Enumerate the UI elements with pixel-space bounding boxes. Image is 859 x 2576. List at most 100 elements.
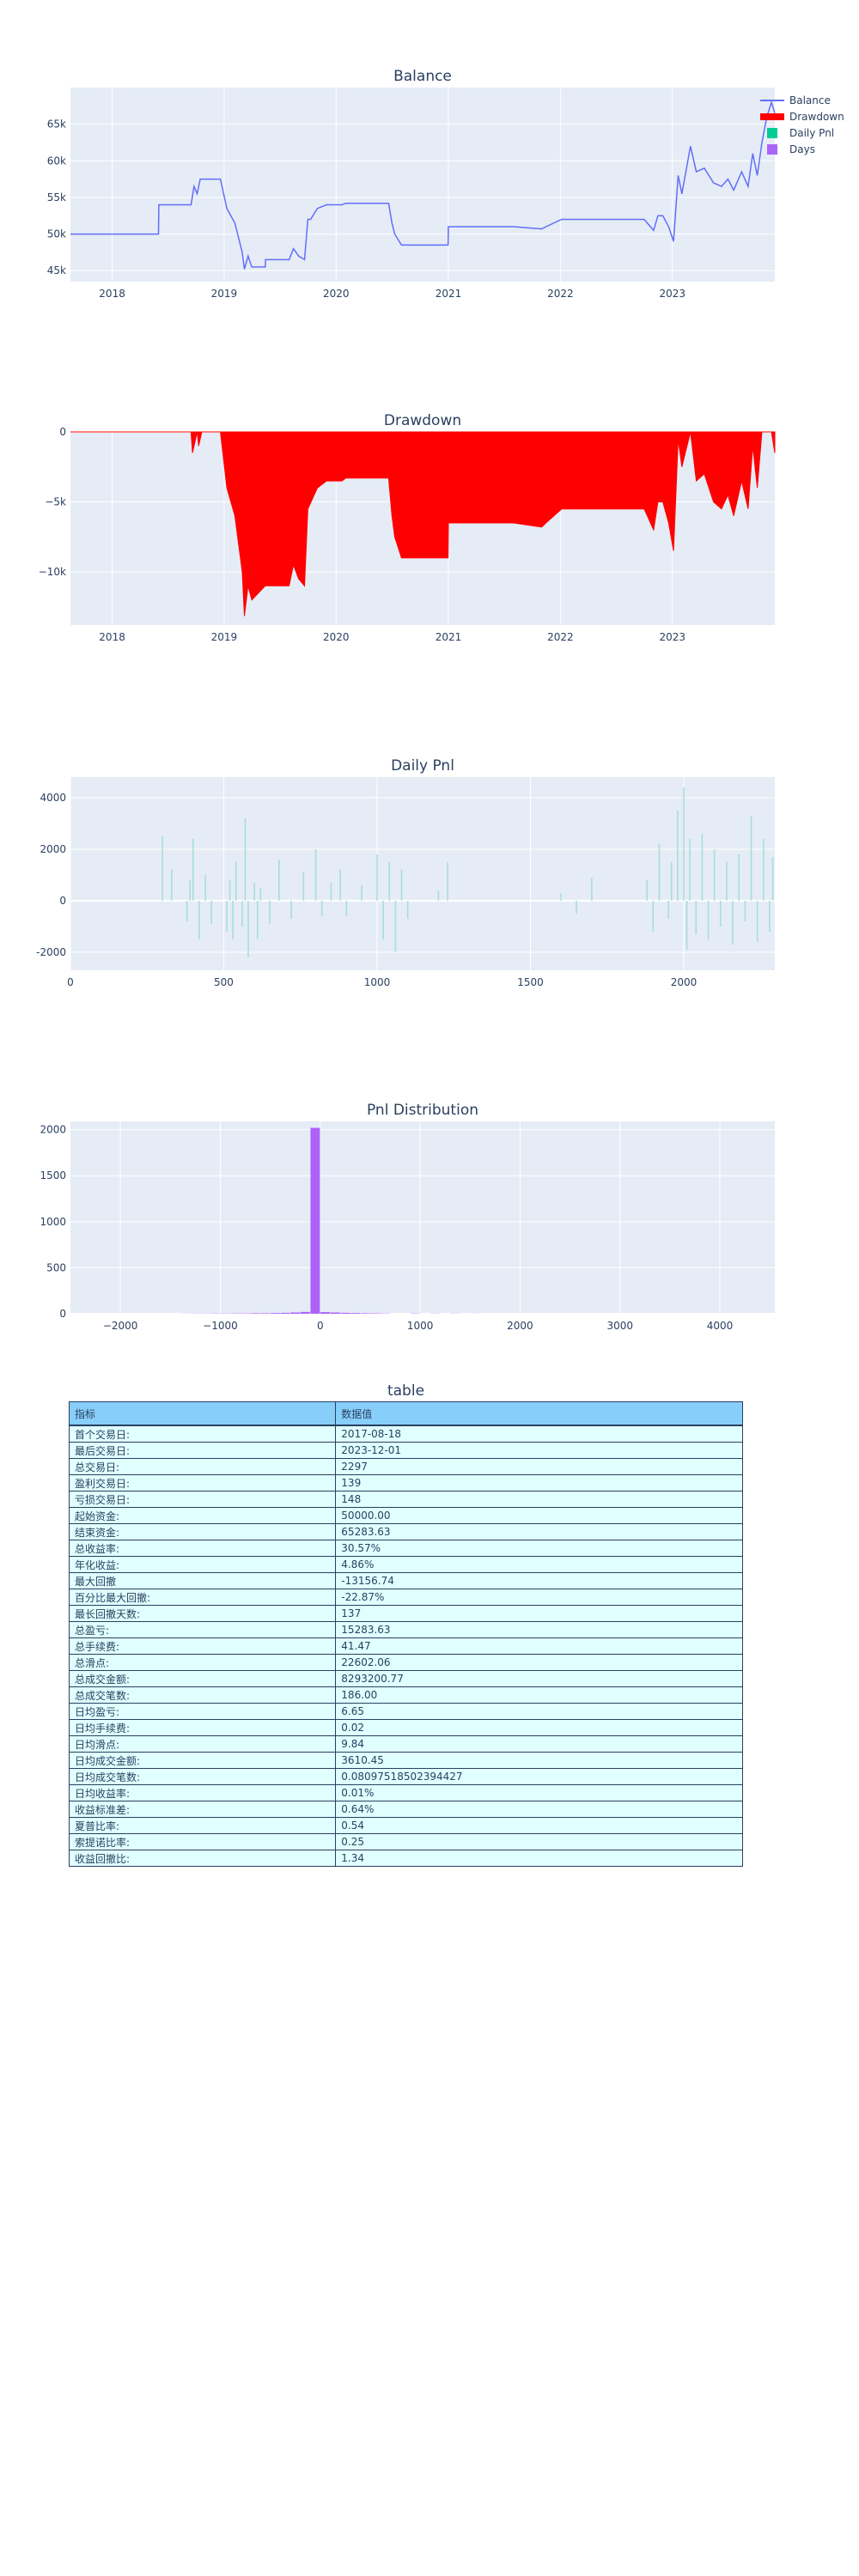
table-cell-value: 2017-08-18 xyxy=(335,1425,743,1443)
pnl-bar xyxy=(738,854,740,901)
y-tick-label: 1500 xyxy=(40,1170,66,1182)
histogram-bar xyxy=(310,1127,320,1314)
x-tick-label: 0 xyxy=(67,976,74,988)
pnl-bar xyxy=(447,862,448,901)
chart-title: Daily Pnl xyxy=(391,757,454,775)
y-tick-label: 2000 xyxy=(40,1124,66,1136)
pnl-bar xyxy=(277,860,280,901)
x-tick-label: 4000 xyxy=(707,1320,734,1332)
pnl-bar xyxy=(658,844,661,901)
table-row: 亏损交易日: 148 xyxy=(68,1491,743,1508)
legend-item-drawdown[interactable]: Drawdown xyxy=(760,108,844,125)
y-tick-label: 55k xyxy=(47,191,66,204)
histogram-bar xyxy=(260,1313,271,1314)
chart-title: Balance xyxy=(393,68,452,85)
table-row: 夏普比率: 0.54 xyxy=(68,1817,743,1834)
pnl-bar xyxy=(652,901,655,932)
pnl-bar xyxy=(750,816,752,901)
table-cell-metric: 总滑点: xyxy=(68,1654,337,1671)
table-cell-value: 137 xyxy=(335,1605,743,1622)
x-tick-label: 2020 xyxy=(323,288,350,300)
histogram-bar xyxy=(320,1312,331,1314)
x-tick-label: 1000 xyxy=(364,976,391,988)
y-tick-label: 0 xyxy=(59,1308,66,1320)
y-tick-label: 60k xyxy=(47,155,66,167)
table-cell-value: 3610.45 xyxy=(335,1752,743,1769)
pnl-bar xyxy=(576,901,577,914)
legend-item-days[interactable]: Days xyxy=(760,141,844,157)
table-row: 起始资金: 50000.00 xyxy=(68,1507,743,1524)
table-cell-metric: 索提诺比率: xyxy=(68,1833,337,1850)
pnl-bar xyxy=(226,901,228,932)
pnl-bar xyxy=(339,870,341,901)
table-cell-metric: 夏普比率: xyxy=(68,1817,337,1834)
pnl-bar xyxy=(256,901,259,939)
pnl-bar xyxy=(707,901,710,939)
table-cell-value: 22602.06 xyxy=(335,1654,743,1671)
chart-title: Pnl Distribution xyxy=(367,1102,478,1119)
y-tick-label: −10k xyxy=(39,566,66,578)
pnl-bar xyxy=(244,818,247,901)
pnl-bar xyxy=(171,870,173,901)
daily-pnl-swatch xyxy=(767,127,777,138)
table-cell-value: 2297 xyxy=(335,1458,743,1475)
pnl-bar xyxy=(161,836,163,901)
histogram-bar xyxy=(270,1313,280,1314)
histogram-bar xyxy=(370,1313,381,1314)
table-cell-metric: 日均收益率: xyxy=(68,1784,337,1801)
pnl-bar xyxy=(192,839,194,901)
table-cell-value: 186.00 xyxy=(335,1686,743,1704)
pnl-bar xyxy=(247,901,249,957)
y-tick-label: 4000 xyxy=(40,792,66,804)
table-cell-metric: 总成交金额: xyxy=(68,1670,337,1687)
table-cell-value: 9.84 xyxy=(335,1735,743,1753)
pnl-bar xyxy=(320,901,323,916)
table-cell-value: 15283.63 xyxy=(335,1621,743,1638)
pnl-bar xyxy=(400,870,403,901)
x-tick-label: 2018 xyxy=(99,631,125,643)
legend-item-balance[interactable]: Balance xyxy=(760,92,844,108)
table-cell-metric: 最后交易日: xyxy=(68,1442,337,1459)
pnl-bar xyxy=(701,834,704,901)
pnl-bar xyxy=(290,901,292,919)
table-cell-value: 2023-12-01 xyxy=(335,1442,743,1459)
y-tick-label: 1000 xyxy=(40,1216,66,1228)
table-cell-value: 6.65 xyxy=(335,1703,743,1720)
table-body: 首个交易日: 2017-08-18 最后交易日: 2023-12-01 总交易日: 229… xyxy=(68,1425,743,1867)
y-tick-label: 65k xyxy=(47,118,66,131)
table-cell-value: 41.47 xyxy=(335,1637,743,1655)
x-tick-label: −1000 xyxy=(203,1320,238,1332)
x-tick-label: −2000 xyxy=(103,1320,138,1332)
table-row: 最长回撤天数: 137 xyxy=(68,1605,743,1622)
pnl-bar xyxy=(685,901,688,950)
table-header-row: 指标 数据值 xyxy=(68,1401,743,1426)
y-tick-label: -2000 xyxy=(36,946,66,958)
x-tick-label: 1000 xyxy=(407,1320,434,1332)
table-cell-metric: 日均滑点: xyxy=(68,1735,337,1753)
table-cell-value: 0.64% xyxy=(335,1801,743,1818)
pnl-bar xyxy=(253,883,255,901)
x-tick-label: 2000 xyxy=(671,976,698,988)
legend-item-daily-pnl[interactable]: Daily Pnl xyxy=(760,125,844,141)
table-row: 总成交笔数: 186.00 xyxy=(68,1686,743,1704)
pnl-bar xyxy=(769,901,771,932)
table-row: 总成交金额: 8293200.77 xyxy=(68,1670,743,1687)
table-row: 百分比最大回撤: -22.87% xyxy=(68,1589,743,1606)
table-cell-value: 4.86% xyxy=(335,1556,743,1573)
table-row: 结束资金: 65283.63 xyxy=(68,1523,743,1540)
balance-line xyxy=(70,100,776,270)
table-cell-value: 0.02 xyxy=(335,1719,743,1736)
legend[interactable]: Balance Drawdown Daily Pnl Days xyxy=(760,92,844,157)
table-cell-metric: 总手续费: xyxy=(68,1637,337,1655)
table-row: 最大回撤 -13156.74 xyxy=(68,1572,743,1589)
x-tick-label: 2023 xyxy=(659,288,685,300)
table-cell-value: 148 xyxy=(335,1491,743,1508)
table-cell-metric: 收益回撤比: xyxy=(68,1850,337,1867)
drawdown-swatch xyxy=(760,112,784,120)
y-tick-label: 45k xyxy=(47,264,66,276)
pnl-bar xyxy=(677,811,679,901)
x-tick-label: 2019 xyxy=(211,288,238,300)
y-tick-label: 0 xyxy=(59,426,66,438)
table-row: 首个交易日: 2017-08-18 xyxy=(68,1425,743,1443)
